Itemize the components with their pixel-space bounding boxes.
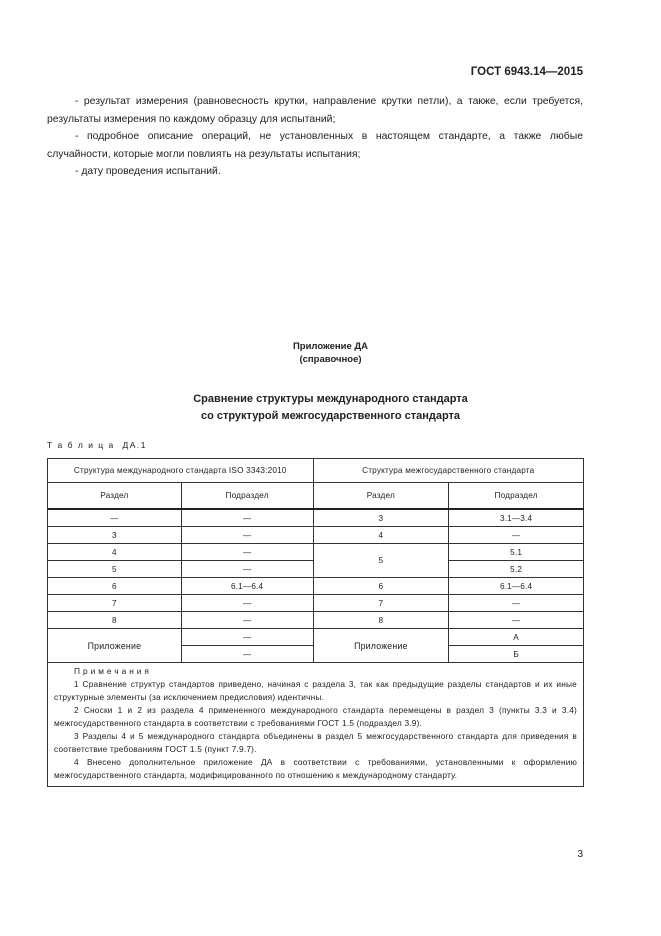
comparison-table: Структура международного стандарта ISO 3… [47,458,584,787]
table-cell: А [448,628,584,646]
table-cell: 3 [47,526,182,544]
appendix-heading-line2: со структурой межгосударственного станда… [200,410,461,422]
table-cell: 6.1—6.4 [180,577,314,595]
table-cell: — [180,543,314,561]
notes-title: Примечания [74,666,152,676]
table-cell: 3.1—3.4 [448,508,584,527]
list-item: - дату проведения испытаний. [75,166,221,177]
note: 1 Сравнение структур стандартов приведен… [54,679,577,702]
document-id-header: ГОСТ 6943.14—2015 [470,66,583,78]
table-cell: — [180,560,314,578]
table-cell: — [180,645,314,663]
group-header-row: Структура международного стандарта ISO 3… [47,458,584,483]
group-header: Структура межгосударственного стандарта [312,458,584,483]
table-cell: 7 [312,594,450,612]
table-cell: — [448,526,584,544]
table-cell: — [180,508,314,527]
table-cell: Приложение [47,628,182,663]
table-cell: Приложение [312,628,450,663]
table-cell: 5.1 [448,543,584,561]
table-cell: 4 [312,526,450,544]
table-cell: 5.2 [448,560,584,578]
column-header: Раздел [47,482,182,510]
notes-row: Примечания 1 Сравнение структур стандарт… [47,662,584,787]
note: 2 Сноски 1 и 2 из раздела 4 примененного… [54,705,577,728]
list-item: - подробное описание операций, не устано… [47,131,583,160]
column-header: Раздел [312,482,450,510]
table-cell: — [47,508,182,527]
table-row: 6 6.1—6.4 6 6.1—6.4 [47,577,584,595]
table-cell: — [448,611,584,629]
notes-cell: Примечания 1 Сравнение структур стандарт… [47,662,584,787]
table-cell: 5 [47,560,182,578]
group-header: Структура международного стандарта ISO 3… [47,458,314,483]
table-cell: 5 [312,543,450,578]
page-number: 3 [577,849,583,860]
table-cell: 6 [47,577,182,595]
note: 3 Разделы 4 и 5 международного стандарта… [54,731,577,754]
table-cell: 8 [312,611,450,629]
table-cell: — [180,526,314,544]
table-row: 3—4— [47,526,584,544]
appendix-subtitle: (справочное) [299,354,362,365]
column-header-row: Раздел Подраздел Раздел Подраздел [47,482,584,510]
table-cell: — [180,628,314,646]
appendix-heading: Сравнение структуры международного станд… [193,393,468,405]
table-cell: — [448,594,584,612]
table-cell: 8 [47,611,182,629]
table-cell: 4 [47,543,182,561]
table-row: 4—5 5.1 [47,543,584,578]
table-cell: 6.1—6.4 [448,577,584,595]
list-item: - результат измерения (равновесность кру… [47,96,583,125]
table-cell: 3 [312,508,450,527]
table-row: 7—7— [47,594,584,612]
annex-row: Приложение — Приложение А [47,628,584,663]
table-row: 5— 5.2 [47,560,584,578]
table-label: Т а б л и ц а ДА.1 [47,440,147,450]
column-header: Подраздел [180,482,314,510]
appendix-title: Приложение ДА [292,341,369,352]
note: 4 Внесено дополнительное приложение ДА в… [54,757,577,780]
table-row: 8—8— [47,611,584,629]
table-cell: 7 [47,594,182,612]
table-row: — —3 3.1—3.4 [47,508,584,527]
table-cell: — [180,594,314,612]
annex-row: — Б [48,645,584,663]
column-header: Подраздел [448,482,584,510]
table-cell: — [180,611,314,629]
table-cell: Б [448,645,584,663]
table-cell: 6 [312,577,450,595]
